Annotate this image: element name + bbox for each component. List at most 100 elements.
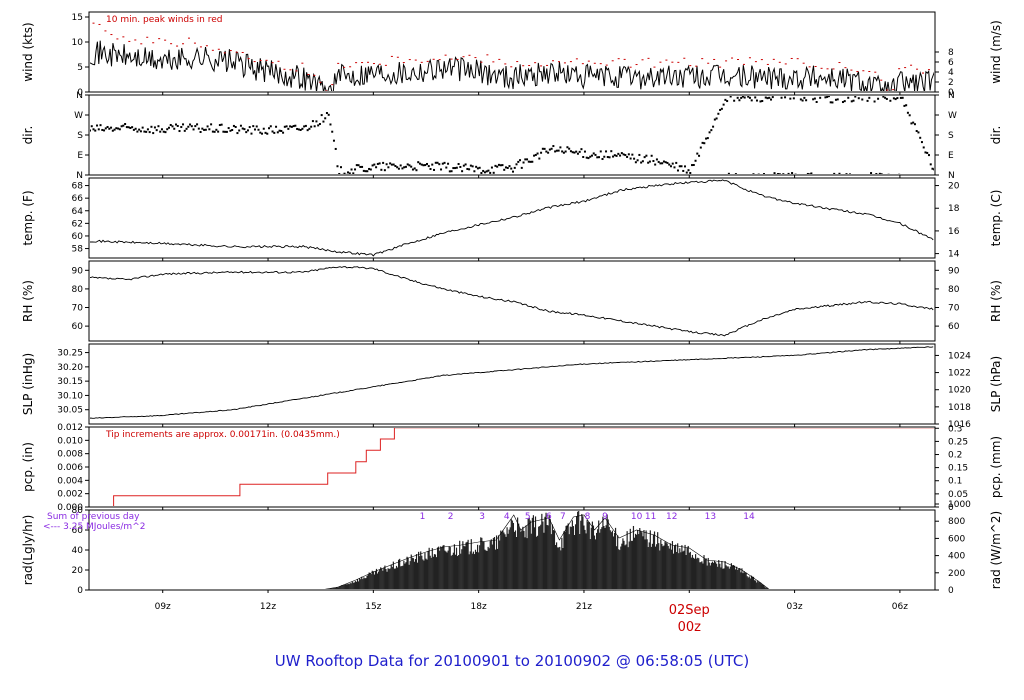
wind-peak-point — [289, 69, 292, 71]
wind-peak-point — [408, 59, 411, 61]
rad-left-tick-label: 20 — [72, 566, 84, 576]
slp-ylabel-left: SLP (inHg) — [21, 353, 35, 415]
dir-point — [364, 170, 367, 173]
dir-point — [96, 124, 99, 127]
wind-peak-point — [599, 63, 602, 65]
wind-peak-point — [796, 58, 799, 60]
dir-point — [208, 128, 211, 131]
dir-point — [122, 124, 125, 127]
dir-point — [576, 152, 579, 155]
dir-point — [297, 128, 300, 131]
temp-series-line — [90, 179, 934, 257]
dir-point — [404, 165, 407, 168]
dir-point — [204, 128, 207, 131]
dir-point — [320, 114, 323, 117]
dir-point — [331, 130, 334, 133]
dir-point — [841, 101, 844, 104]
wind-peak-point — [193, 42, 196, 44]
dir-point — [378, 162, 381, 165]
wind-peak-point — [486, 54, 489, 56]
dir-point — [713, 118, 716, 121]
dir-point — [354, 168, 357, 171]
rad-hour-label: 1 — [420, 512, 426, 522]
dir-point — [155, 129, 158, 132]
dir-point — [666, 161, 669, 164]
dir-point — [759, 100, 762, 103]
dir-point — [413, 167, 416, 170]
temp-plot-area — [90, 179, 934, 257]
wind-peak-point — [754, 61, 757, 63]
dir-point — [712, 125, 715, 128]
dir-point — [536, 152, 539, 155]
wind-peak-point — [104, 30, 107, 32]
dir-point — [619, 154, 622, 157]
wind-peak-point — [641, 59, 644, 61]
dir-point — [626, 155, 629, 158]
wind-peak-point — [737, 59, 740, 61]
rad-hour-label: 13 — [705, 512, 716, 522]
wind-peak-point — [898, 68, 901, 70]
wind-right-tick-label: 8 — [948, 48, 954, 58]
pcp-plot-area — [113, 428, 934, 506]
wind-peak-point — [617, 58, 620, 60]
dir-point — [173, 127, 176, 130]
wind-plot-area — [90, 22, 934, 91]
dir-point — [387, 166, 390, 169]
dir-point — [568, 147, 571, 150]
dir-point — [912, 121, 915, 124]
dir-point — [706, 137, 709, 140]
dir-point — [547, 151, 550, 154]
dir-point — [687, 169, 690, 172]
dir-point — [752, 173, 755, 174]
wind-peak-point — [832, 68, 835, 70]
dir-point — [573, 151, 576, 154]
rh-right-tick-label: 60 — [948, 322, 960, 332]
dir-point — [425, 162, 428, 165]
dir-point — [171, 125, 174, 128]
dir-point — [306, 129, 309, 132]
wind-peak-point — [319, 81, 322, 83]
wind-peak-point — [856, 71, 859, 73]
dir-point — [845, 173, 848, 174]
dir-point — [531, 160, 534, 163]
dir-point — [455, 166, 458, 169]
dir-point — [777, 173, 780, 174]
dir-point — [422, 164, 425, 167]
dir-point — [868, 96, 871, 99]
dir-point — [882, 96, 885, 98]
dir-point — [110, 126, 113, 129]
dir-point — [234, 126, 237, 129]
dir-point — [476, 167, 479, 170]
dir-point — [559, 146, 562, 149]
date-marker-line1: 02Sep — [669, 603, 710, 618]
dir-point — [454, 167, 457, 170]
dir-point — [676, 169, 679, 172]
dir-point — [211, 130, 214, 133]
wind-peak-point — [152, 42, 155, 44]
pcp-ylabel-right: pcp. (mm) — [989, 436, 1003, 498]
wind-peak-point — [211, 49, 214, 51]
dir-point — [913, 123, 916, 126]
dir-point — [671, 162, 674, 165]
wind-peak-point — [498, 58, 501, 60]
dir-point — [164, 131, 167, 134]
dir-point — [694, 159, 697, 162]
dir-point — [933, 168, 934, 171]
rh-left-tick-label: 90 — [72, 266, 84, 276]
dir-point — [324, 117, 327, 120]
wind-peak-point — [892, 89, 895, 91]
wind-peak-point — [396, 56, 399, 58]
dir-point — [762, 173, 765, 174]
dir-point — [870, 172, 873, 174]
rh-ylabel-right: RH (%) — [989, 280, 1003, 322]
rad-right-tick-label: 400 — [948, 552, 965, 562]
dir-point — [138, 128, 141, 131]
temp-right-tick-label: 20 — [948, 182, 960, 192]
dir-point — [392, 163, 395, 166]
dir-point — [482, 169, 485, 172]
dir-point — [187, 125, 190, 128]
dir-point — [190, 125, 193, 128]
rad-right-tick-label: 800 — [948, 517, 965, 527]
dir-point — [813, 97, 816, 100]
dir-point — [664, 161, 667, 164]
